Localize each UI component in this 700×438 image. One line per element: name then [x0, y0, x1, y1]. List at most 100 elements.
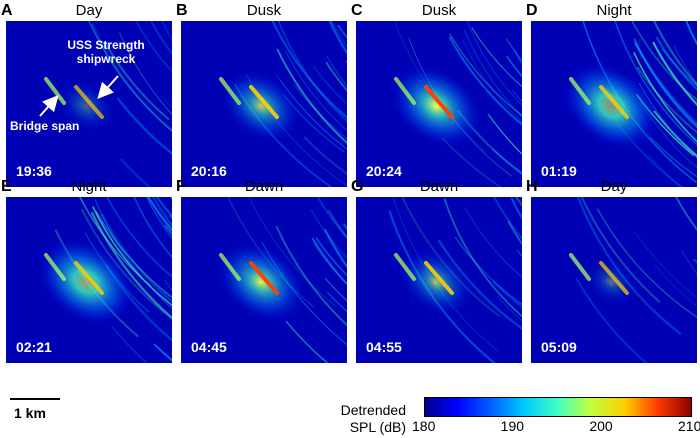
- scale-bar: [10, 398, 60, 400]
- sonar-streak: [328, 21, 347, 55]
- sonar-streak: [95, 210, 172, 299]
- sonar-streak: [493, 197, 522, 240]
- panel-letter: E: [1, 178, 12, 195]
- sonar-hotspot: [216, 241, 306, 323]
- panel-condition: Night: [596, 2, 632, 19]
- sonar-image: [356, 197, 522, 363]
- bridge-target: [219, 77, 241, 105]
- sonar-streak: [116, 97, 172, 155]
- sonar-streak: [337, 24, 347, 39]
- colorbar-tick-label: 180: [412, 418, 436, 434]
- panel-timestamp: 04:55: [366, 339, 402, 355]
- sonar-streak: [401, 197, 501, 318]
- sonar-streak: [275, 225, 347, 327]
- sonar-streak: [647, 154, 683, 187]
- colorbar-title-line2: SPL (dB): [349, 418, 406, 435]
- sonar-streak: [681, 250, 697, 275]
- sonar-streak: [119, 32, 172, 115]
- sonar-streak: [614, 21, 697, 146]
- wreck-target: [424, 261, 454, 295]
- sonar-streak: [100, 213, 172, 303]
- panel-condition: Day: [75, 2, 103, 19]
- panel-condition: Dawn: [419, 178, 459, 195]
- sonar-streak: [437, 239, 522, 330]
- sonar-streak: [488, 114, 522, 155]
- panel-letter: C: [351, 2, 363, 19]
- sonar-streak: [133, 197, 172, 259]
- sonar-streak: [312, 242, 347, 285]
- panel-condition: Night: [71, 178, 107, 195]
- sonar-streak: [507, 220, 522, 246]
- sonar-streak: [90, 23, 172, 132]
- panel-letter: A: [1, 2, 13, 19]
- sonar-streak: [293, 83, 347, 140]
- colorbar-tick-label: 200: [589, 418, 613, 434]
- colorbar: [424, 397, 692, 417]
- sonar-streak: [324, 277, 347, 302]
- sonar-streak: [275, 73, 345, 147]
- sonar-streak: [443, 197, 522, 318]
- sonar-streak: [633, 51, 697, 143]
- sonar-image: [356, 21, 522, 187]
- sonar-streak: [94, 199, 172, 309]
- sonar-streak: [634, 42, 697, 127]
- panel-letter: F: [176, 178, 186, 195]
- sonar-streak: [631, 21, 697, 101]
- colorbar-title-line1: Detrended: [340, 402, 406, 418]
- bridge-target: [219, 253, 241, 281]
- sonar-streak: [448, 36, 522, 126]
- sonar-streak: [675, 197, 697, 232]
- sonar-hotspot: [561, 61, 661, 151]
- sonar-streak: [325, 61, 347, 92]
- annotation-bridge-span: Bridge span: [10, 119, 80, 133]
- panel-timestamp: 01:19: [541, 163, 577, 179]
- colorbar-title: Detrended SPL (dB): [296, 402, 406, 436]
- sonar-hotspot: [389, 64, 483, 148]
- sonar-streak: [596, 208, 697, 318]
- sonar-streak: [92, 206, 172, 307]
- sonar-streak: [111, 325, 149, 363]
- sonar-streak: [276, 48, 347, 145]
- wreck-target: [599, 85, 629, 119]
- sonar-streak: [150, 21, 172, 56]
- sonar-streak: [454, 236, 522, 306]
- panel-condition: Day: [600, 178, 628, 195]
- sonar-streak: [312, 66, 347, 105]
- colorbar-tick-label: 190: [500, 418, 525, 434]
- sonar-image: [531, 21, 697, 187]
- scale-bar-label: 1 km: [14, 405, 46, 421]
- sonar-streak: [80, 208, 172, 320]
- sonar-streak: [655, 36, 697, 91]
- sonar-streak: [88, 21, 172, 132]
- sonar-streak: [120, 158, 151, 187]
- sonar-streak: [510, 197, 522, 220]
- sonar-streak: [153, 343, 172, 362]
- sonar-streak: [135, 21, 172, 73]
- sonar-hotspot: [220, 69, 302, 143]
- sonar-streak: [323, 228, 347, 268]
- sonar-streak: [512, 90, 522, 103]
- sonar-streak: [103, 40, 170, 121]
- sonar-streak: [449, 33, 522, 117]
- sonar-streak: [277, 21, 347, 123]
- sonar-streak: [513, 49, 522, 66]
- sonar-hotspot: [581, 255, 641, 309]
- sonar-hotspot: [36, 237, 136, 327]
- sonar-image: [531, 197, 697, 363]
- sonar-streak: [160, 95, 172, 109]
- sonar-streak: [634, 232, 697, 299]
- sonar-streak: [315, 237, 347, 277]
- panel-letter: H: [526, 178, 538, 195]
- sonar-streak: [575, 277, 649, 363]
- wreck-target: [424, 85, 454, 119]
- sonar-streak: [580, 197, 661, 303]
- sonar-streak: [471, 27, 522, 88]
- sonar-streak: [271, 21, 347, 119]
- sonar-streak: [326, 291, 347, 313]
- bridge-target: [569, 253, 591, 281]
- sonar-streak: [576, 197, 682, 335]
- sonar-streak: [164, 224, 172, 236]
- shipwreck-arrow: [97, 75, 119, 99]
- panel-timestamp: 04:45: [191, 339, 227, 355]
